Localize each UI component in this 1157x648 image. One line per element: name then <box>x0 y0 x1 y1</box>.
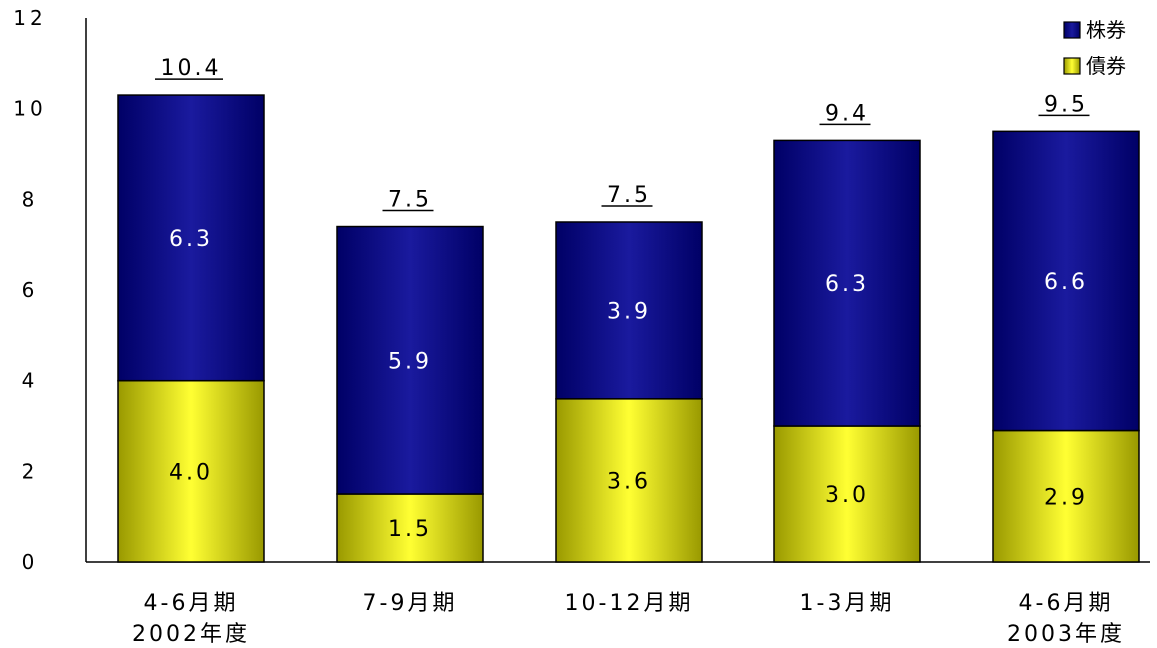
bar-segment <box>117 94 265 382</box>
y-tick-label: 0 <box>22 550 39 574</box>
bar-value-label: 2.9 <box>1044 485 1088 510</box>
bar-segment <box>992 130 1140 432</box>
legend-label: 株券 <box>1086 18 1126 42</box>
x-category-label: 2003年度 <box>1007 622 1125 647</box>
bar-value-label: 4.0 <box>169 460 213 485</box>
y-tick-label: 12 <box>13 6 46 30</box>
y-tick-label: 8 <box>22 187 39 211</box>
bar-segment <box>336 225 484 495</box>
legend-swatch <box>1063 21 1081 39</box>
bar-value-label: 3.6 <box>607 469 651 494</box>
y-tick-label: 2 <box>22 459 39 483</box>
y-tick-label: 6 <box>22 278 39 302</box>
bar-total-label: 7.5 <box>388 188 432 213</box>
x-category-label: 7-9月期 <box>363 591 458 616</box>
x-category-label: 10-12月期 <box>565 591 694 616</box>
bar-segment <box>117 379 265 563</box>
bar-segment <box>555 221 703 400</box>
x-category-label: 4-6月期 <box>144 591 239 616</box>
bar-value-label: 3.0 <box>825 483 869 508</box>
bar-value-label: 3.9 <box>607 299 651 324</box>
bar-segment <box>336 493 484 563</box>
bar-total-label: 9.5 <box>1044 92 1088 117</box>
bar-value-label: 6.3 <box>169 227 213 252</box>
legend-swatch <box>1063 57 1081 75</box>
bar-segment <box>773 139 921 427</box>
x-category-label: 4-6月期 <box>1019 591 1114 616</box>
bar-value-label: 6.6 <box>1044 270 1088 295</box>
bar-total-label: 9.4 <box>825 101 869 126</box>
bar-value-label: 5.9 <box>388 349 432 374</box>
y-tick-label: 10 <box>13 97 46 121</box>
bar-value-label: 6.3 <box>825 272 869 297</box>
bar-segment <box>555 398 703 563</box>
bar-total-label: 7.5 <box>607 183 651 208</box>
y-tick-label: 4 <box>22 369 39 393</box>
x-category-label: 1-3月期 <box>800 591 895 616</box>
bar-segment <box>773 425 921 563</box>
bar-segment <box>992 429 1140 563</box>
bar-value-label: 1.5 <box>388 517 432 542</box>
bar-total-label: 10.4 <box>161 56 222 81</box>
legend-label: 債券 <box>1086 54 1126 78</box>
x-category-label: 2002年度 <box>132 622 250 647</box>
